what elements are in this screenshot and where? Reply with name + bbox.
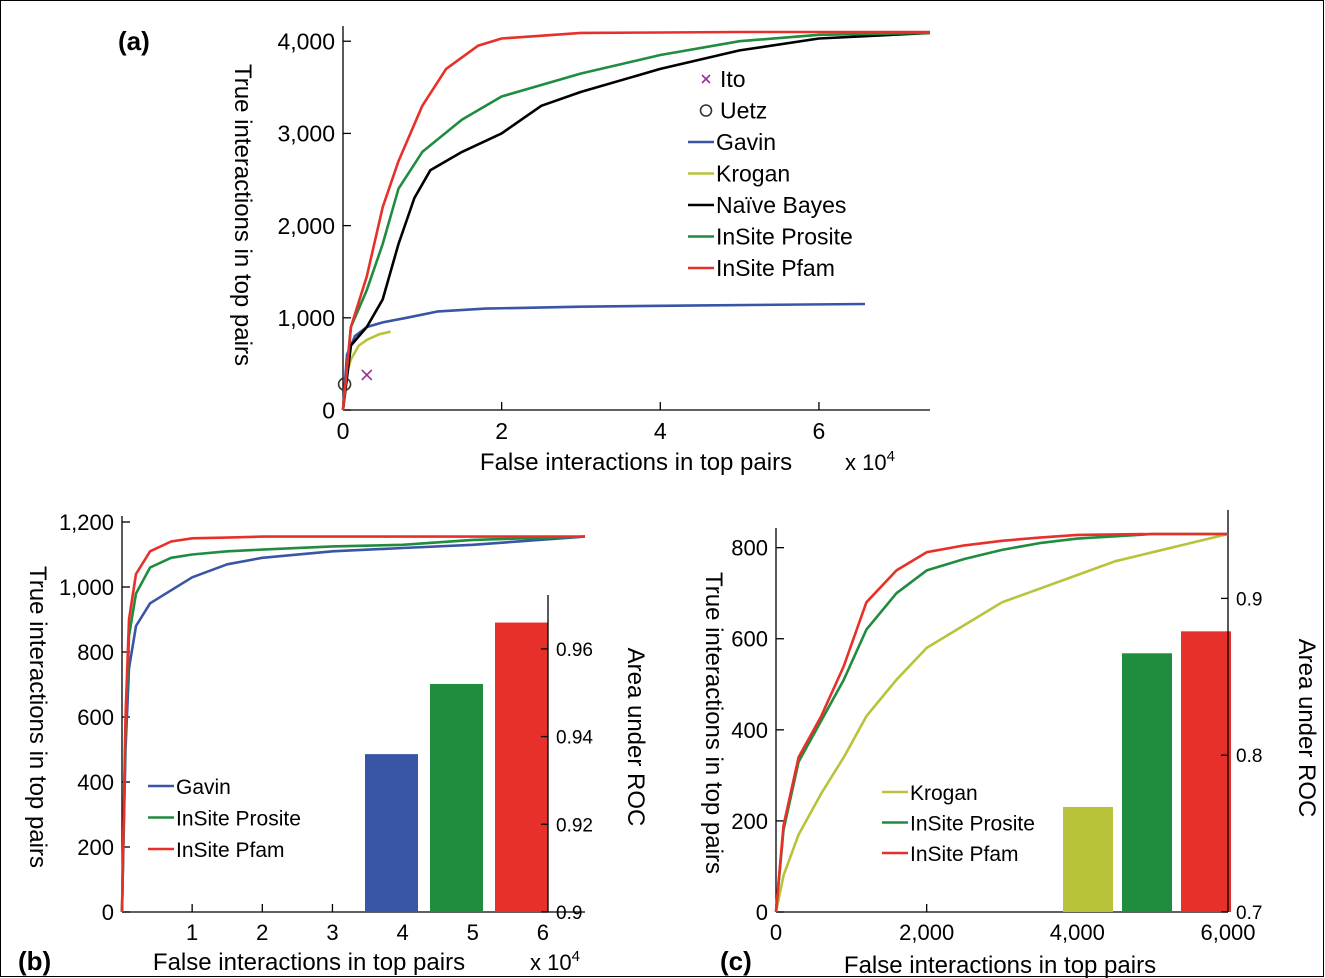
x-axis-multiplier: x 104 bbox=[530, 948, 580, 975]
inset-y-axis-label: Area under ROC bbox=[1293, 639, 1320, 818]
y-tick-label: 1,200 bbox=[59, 510, 114, 535]
inset-y-tick-label: 0.9 bbox=[1236, 589, 1262, 610]
legend-label-insite-prosite: InSite Prosite bbox=[716, 224, 853, 250]
y-tick-label: 200 bbox=[77, 835, 114, 860]
y-tick-label: 0 bbox=[322, 397, 335, 423]
inset-y-tick-label: 0.96 bbox=[556, 640, 593, 661]
legend-label-gavin: Gavin bbox=[176, 776, 231, 799]
series-line-insite-prosite bbox=[774, 532, 1228, 913]
multiplier-exponent: 4 bbox=[572, 948, 580, 965]
y-axis-label: True interactions in top pairs bbox=[700, 572, 727, 874]
legend-label-insite-prosite: InSite Prosite bbox=[176, 808, 301, 831]
legend-label-gavin: Gavin bbox=[716, 129, 776, 155]
y-tick-label: 800 bbox=[77, 640, 114, 665]
multiplier-base: x 10 bbox=[845, 450, 887, 475]
y-tick-label: 2,000 bbox=[277, 213, 335, 239]
legend-label-insite-pfam: InSite Pfam bbox=[716, 255, 835, 281]
series-line-krogan bbox=[774, 532, 1229, 913]
y-tick-label: 600 bbox=[731, 627, 768, 652]
legend-label-na-ve-bayes: Naïve Bayes bbox=[716, 192, 846, 218]
bar-insite-prosite bbox=[430, 683, 483, 912]
chart-panel-c: 0 200 400 600 800 0 2,000 4,000 6,000 False inter… bbox=[700, 510, 1320, 978]
y-tick-label: 0 bbox=[102, 900, 114, 925]
x-tick-label: 5 bbox=[467, 920, 479, 945]
x-tick-label: 2 bbox=[495, 418, 508, 444]
multiplier-exponent: 4 bbox=[887, 448, 895, 465]
x-tick-label: 4,000 bbox=[1050, 920, 1105, 945]
series-line-insite-pfam bbox=[341, 30, 930, 411]
y-axis-label: True interactions in top pairs bbox=[24, 566, 51, 868]
marker-stroke bbox=[361, 369, 373, 381]
x-tick-label: 3 bbox=[326, 920, 338, 945]
multiplier-base: x 10 bbox=[530, 950, 572, 975]
legend-label-insite-pfam: InSite Pfam bbox=[910, 843, 1019, 866]
y-tick-label: 400 bbox=[77, 770, 114, 795]
y-tick-label: 1,000 bbox=[277, 305, 335, 331]
legend-label-krogan: Krogan bbox=[716, 161, 790, 187]
y-tick-label: 1,000 bbox=[59, 575, 114, 600]
x-axis-label: False interactions in top pairs bbox=[153, 949, 465, 976]
x-tick-label: 2 bbox=[256, 920, 268, 945]
legend-marker-ito bbox=[701, 74, 711, 84]
inset-y-tick-label: 0.7 bbox=[1236, 903, 1262, 924]
inset-y-tick-label: 0.8 bbox=[1236, 746, 1262, 767]
series-line-insite-pfam bbox=[120, 535, 585, 913]
y-tick-label: 400 bbox=[731, 718, 768, 743]
y-tick-label: 4,000 bbox=[277, 28, 335, 54]
series-line-gavin bbox=[341, 302, 866, 411]
bar-insite-pfam bbox=[1181, 631, 1231, 912]
series-line-na-ve-bayes bbox=[341, 31, 931, 411]
x-tick-label: 4 bbox=[396, 920, 408, 945]
bar-gavin bbox=[365, 754, 418, 912]
legend-label-insite-pfam: InSite Pfam bbox=[176, 839, 285, 862]
legend-label-ito: Ito bbox=[720, 66, 746, 92]
chart-panel-b: 0 200 400 600 800 1,000 1,200 1 2 3 4 5 6 False inter… bbox=[24, 510, 649, 976]
x-tick-label: 1 bbox=[186, 920, 198, 945]
marker-ito bbox=[361, 369, 373, 381]
bar-insite-pfam bbox=[495, 622, 548, 912]
legend-marker-uetz bbox=[699, 104, 713, 117]
marker-stroke bbox=[701, 74, 711, 84]
panel-label-c: (c) bbox=[720, 946, 752, 976]
legend-label-uetz: Uetz bbox=[720, 98, 767, 124]
y-tick-label: 800 bbox=[731, 536, 768, 561]
x-tick-label: 0 bbox=[770, 920, 782, 945]
series-line-insite-prosite bbox=[341, 31, 931, 411]
panel-label-a: (a) bbox=[118, 26, 150, 56]
chart-panel-a: 0 1,000 2,000 3,000 4,000 0 2 4 6 False interacti… bbox=[229, 26, 931, 476]
inset-y-tick-label: 0.94 bbox=[556, 728, 593, 749]
x-axis-label: False interactions in top pairs bbox=[844, 952, 1156, 978]
inset-y-axis-label: Area under ROC bbox=[622, 648, 649, 827]
y-tick-label: 200 bbox=[731, 809, 768, 834]
bar-krogan bbox=[1063, 806, 1113, 912]
y-tick-label: 0 bbox=[756, 900, 768, 925]
y-tick-label: 600 bbox=[77, 705, 114, 730]
x-tick-label: 4 bbox=[654, 418, 667, 444]
legend-label-krogan: Krogan bbox=[910, 782, 978, 805]
x-tick-label: 2,000 bbox=[899, 920, 954, 945]
series-line-insite-pfam bbox=[774, 532, 1228, 913]
x-tick-label: 6 bbox=[537, 920, 549, 945]
x-tick-label: 6 bbox=[813, 418, 826, 444]
x-axis-label: False interactions in top pairs bbox=[480, 449, 792, 476]
x-axis-multiplier: x 104 bbox=[845, 448, 895, 475]
legend-label-insite-prosite: InSite Prosite bbox=[910, 813, 1035, 836]
panel-label-b: (b) bbox=[18, 946, 51, 976]
bar-insite-prosite bbox=[1122, 653, 1172, 912]
inset-y-tick-label: 0.9 bbox=[556, 903, 582, 924]
y-tick-label: 3,000 bbox=[277, 121, 335, 147]
inset-y-tick-label: 0.92 bbox=[556, 815, 593, 836]
x-tick-label: 0 bbox=[337, 418, 350, 444]
x-tick-label: 6,000 bbox=[1200, 920, 1255, 945]
y-axis-label: True interactions in top pairs bbox=[229, 64, 256, 366]
